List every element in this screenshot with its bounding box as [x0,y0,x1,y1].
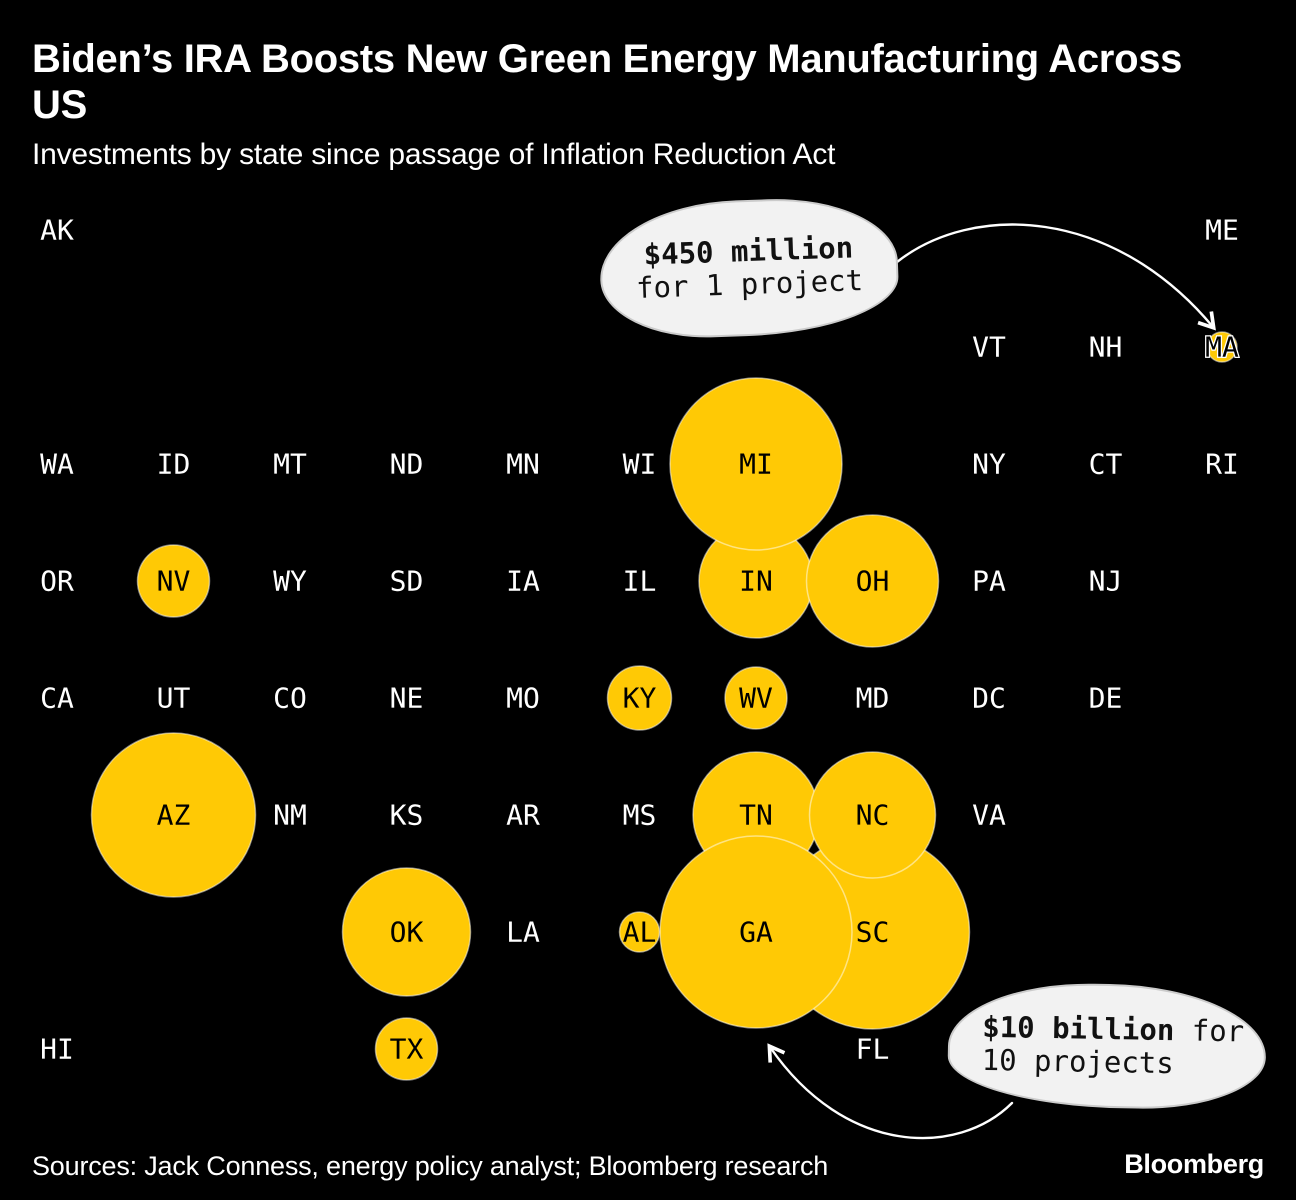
state-label-ND: ND [390,448,424,481]
bubble-NV [136,544,211,618]
state-label-NM: NM [273,799,307,832]
callout-arrow-ma [895,223,1216,331]
state-label-NC: NC [856,799,890,832]
state-label-IN: IN [739,565,773,598]
state-label-MN: MN [506,448,540,481]
state-label-SD: SD [390,565,424,598]
state-label-WA: WA [40,448,74,481]
bubble-OH [805,514,940,648]
bubble-TX [374,1017,439,1081]
state-label-PA: PA [972,565,1006,598]
chart-title-line2: US [32,83,87,127]
state-label-WI: WI [623,448,657,481]
state-label-KS: KS [390,799,424,832]
state-label-ID: ID [157,448,191,481]
callout-ga-amount: $10 billion [982,1009,1175,1048]
state-label-CA: CA [40,682,74,715]
state-label-GA: GA [739,916,773,949]
state-label-HI: HI [40,1033,74,1066]
bloomberg-logo: Bloomberg [1124,1149,1264,1179]
state-label-DC: DC [972,682,1006,715]
state-label-AZ: AZ [157,799,191,832]
state-label-AK: AK [40,214,74,247]
source-note: Sources: Jack Conness, energy policy ana… [32,1151,829,1181]
chart-header: Biden’s IRA Boosts New Green Energy Manu… [32,36,1182,172]
state-label-NV: NV [157,565,191,598]
state-label-ME: ME [1205,214,1239,247]
state-label-UT: UT [157,682,191,715]
state-label-VA: VA [972,799,1006,832]
state-label-MT: MT [273,448,307,481]
chart-subtitle: Investments by state since passage of In… [32,138,836,171]
callout-arrow-ga [767,1043,1014,1140]
bubble-AZ [90,732,257,898]
state-label-MS: MS [623,799,657,832]
state-label-SC: SC [856,916,890,949]
bubble-MI [669,377,843,551]
state-label-MD: MD [856,682,890,715]
callout-arrows [767,223,1216,1140]
state-label-MA: MA [1205,331,1239,364]
state-label-VT: VT [972,331,1006,364]
state-label-LA: LA [506,916,540,949]
state-label-IL: IL [623,565,657,598]
bubble-KY [606,665,673,731]
bubble-OK [341,867,472,997]
state-label-IA: IA [506,565,540,598]
state-label-RI: RI [1205,448,1239,481]
state-label-MO: MO [506,682,540,715]
bubble-AL [618,911,661,953]
bubble-WV [724,666,788,730]
state-label-FL: FL [856,1033,890,1066]
state-label-DE: DE [1089,682,1123,715]
callout-ga-line1-rest: for [1174,1013,1245,1049]
state-label-OR: OR [40,565,74,598]
state-label-TN: TN [739,799,773,832]
state-label-AL: AL [623,916,657,949]
state-labels-layer: AK ME VT NH MA WA ID MT ND MN WI MI NY CT RI OR NV WY SD IA… [40,214,1240,1066]
state-label-NJ: NJ [1089,565,1123,598]
chart-title-line1: Biden’s IRA Boosts New Green Energy Manu… [32,37,1183,81]
state-label-WV: WV [739,682,773,715]
bubble-NC [808,751,937,879]
bubbles-layer [90,331,1238,1081]
state-label-NY: NY [972,448,1006,481]
state-label-NH: NH [1089,331,1123,364]
callout-ga-detail: 10 projects [981,1042,1175,1081]
bubble-MA [1206,331,1238,363]
state-label-OH: OH [856,565,890,598]
state-label-TX: TX [390,1033,424,1066]
state-label-AR: AR [506,799,540,832]
state-label-MI: MI [739,448,773,481]
state-label-KY: KY [623,682,657,715]
state-label-NE: NE [390,682,424,715]
state-label-OK: OK [390,916,424,949]
state-label-CT: CT [1089,448,1123,481]
state-label-CO: CO [273,682,307,715]
state-label-WY: WY [273,565,307,598]
